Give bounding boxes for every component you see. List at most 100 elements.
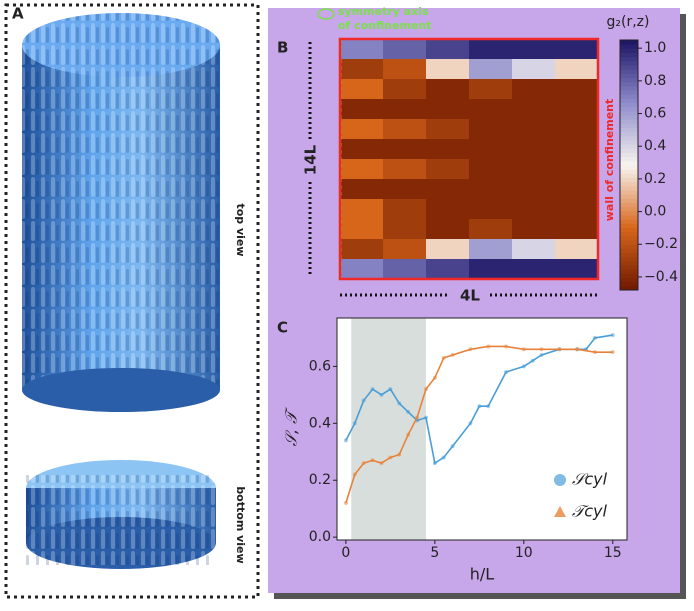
colorbar-segment	[620, 140, 638, 145]
colorbar-tick-label: −0.4	[644, 269, 678, 285]
y-tick-label: 0.0	[309, 529, 331, 545]
bottom-view-label: bottom view	[234, 486, 247, 563]
data-point	[539, 353, 544, 357]
wall-label: wall of confinement	[603, 99, 616, 222]
colorbar-segment	[620, 119, 638, 124]
colorbar-segment	[620, 202, 638, 208]
data-point	[530, 358, 535, 363]
colorbar-segment	[620, 194, 638, 199]
colorbar-segment	[620, 152, 638, 158]
heatmap	[340, 39, 599, 280]
shaded-region	[351, 318, 426, 540]
data-point	[432, 461, 437, 466]
heatmap-cell	[426, 219, 470, 240]
heatmap-cell	[555, 79, 599, 100]
colorbar-segment	[620, 131, 638, 137]
data-point	[370, 387, 375, 392]
heatmap-cell	[383, 79, 427, 100]
colorbar-segment	[620, 135, 638, 141]
colorbar-segment	[620, 198, 638, 203]
panel-label: C	[277, 319, 288, 337]
heatmap-cell	[555, 59, 599, 80]
colorbar-segment	[620, 285, 638, 291]
heatmap-cell	[426, 39, 470, 60]
cylinder-top-texture	[22, 13, 220, 77]
heatmap-cell	[469, 139, 513, 160]
heatmap-cell	[340, 179, 384, 200]
colorbar-segment	[620, 81, 638, 87]
colorbar-segment	[620, 210, 638, 216]
heatmap-cell	[383, 39, 427, 60]
colorbar-segment	[620, 77, 638, 83]
data-point	[379, 392, 384, 397]
heatmap-cell	[555, 139, 599, 160]
x-tick-label: 15	[604, 545, 622, 561]
colorbar-segment	[620, 169, 638, 174]
heatmap-cell	[383, 239, 427, 260]
heatmap-cell	[555, 39, 599, 60]
colorbar-segment	[620, 90, 638, 95]
heatmap-cell	[340, 59, 384, 80]
colorbar-segment	[620, 181, 638, 187]
wall-frame	[338, 37, 600, 281]
data-point	[610, 350, 615, 355]
data-point	[477, 404, 482, 409]
colorbar-segment	[620, 265, 638, 270]
data-point	[468, 347, 473, 352]
y-tick-label: 0.4	[309, 415, 331, 431]
heatmap-cell	[426, 259, 470, 280]
colorbar-tick-label: 0.8	[644, 73, 666, 89]
colorbar-segment	[620, 281, 638, 287]
data-point	[521, 347, 526, 352]
colorbar-tick-label: 0.0	[644, 204, 666, 220]
data-point	[352, 421, 357, 426]
data-point	[415, 415, 420, 420]
data-point	[450, 353, 455, 357]
colorbar-segment	[620, 102, 638, 108]
data-point	[539, 347, 544, 352]
x-tick-label: 0	[341, 545, 350, 561]
colorbar-segment	[620, 244, 638, 249]
colorbar-segment	[620, 106, 638, 112]
colorbar-tick-label: 0.2	[644, 171, 666, 187]
axis-label: of confinement	[338, 19, 432, 32]
series-line	[345, 345, 613, 504]
heatmap-cell	[555, 179, 599, 200]
heatmap-cell	[469, 39, 513, 60]
heatmap-cell	[512, 179, 556, 200]
colorbar-tick-label: 1.0	[644, 40, 666, 56]
rotation-icon	[317, 8, 335, 20]
data-point	[352, 472, 357, 477]
colorbar-segment	[620, 52, 638, 58]
axis-label: symmetry axis	[338, 5, 429, 18]
heatmap-cell	[512, 159, 556, 180]
data-point	[406, 432, 411, 437]
legend-marker	[554, 506, 566, 517]
x-tick-label: 10	[515, 545, 533, 561]
data-point	[397, 401, 402, 406]
heatmap-cell	[340, 199, 384, 220]
data-point	[361, 461, 366, 466]
colorbar-tick-label: 0.6	[644, 106, 666, 122]
colorbar-segment	[620, 165, 638, 170]
data-point	[592, 335, 597, 340]
colorbar-frame	[619, 39, 639, 291]
heatmap-cell	[512, 259, 556, 280]
heatmap-cell	[426, 99, 470, 120]
heatmap-cell	[469, 59, 513, 80]
colorbar-segment	[620, 185, 638, 191]
colorbar-segment	[620, 223, 638, 228]
colorbar-tick-label: −0.2	[644, 236, 678, 252]
colorbar-segment	[620, 48, 638, 53]
colorbar-segment	[620, 206, 638, 212]
heatmap-cell	[555, 199, 599, 220]
colorbar-segment	[620, 40, 638, 45]
data-point	[504, 344, 509, 349]
heatmap-cell	[512, 59, 556, 80]
colorbar-segment	[620, 260, 638, 266]
colorbar-segment	[620, 252, 638, 258]
data-point	[388, 387, 393, 392]
heatmap-cell	[555, 119, 599, 140]
data-point	[468, 421, 473, 426]
